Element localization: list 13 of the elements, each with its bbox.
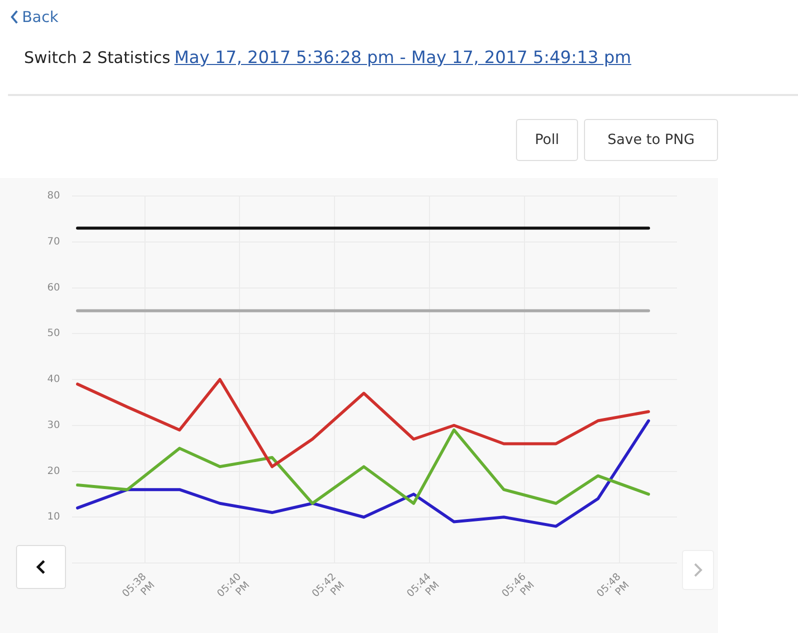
text: Save to PNG bbox=[584, 119, 718, 161]
y-tick-label: 50 bbox=[47, 328, 60, 340]
y-tick-label: 10 bbox=[47, 512, 60, 523]
y-tick-label: 20 bbox=[47, 466, 60, 477]
chart-subtitle: May 17, 2017 5:36:28 pm - May 17, 2017 5:49:13 pm bbox=[174, 48, 632, 68]
text: Back bbox=[22, 8, 58, 26]
y-tick-label: 60 bbox=[47, 282, 60, 294]
y-tick-label: 30 bbox=[47, 420, 60, 431]
y-tick-label: 40 bbox=[47, 374, 60, 386]
y-tick-label: 80 bbox=[47, 190, 60, 202]
chart-title: Switch 2 Statistics bbox=[24, 48, 170, 67]
text: Poll bbox=[516, 119, 578, 161]
y-tick-label: 70 bbox=[47, 236, 60, 248]
